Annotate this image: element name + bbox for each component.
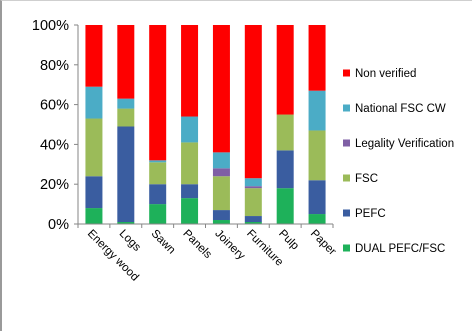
bar-paper-pefc bbox=[308, 180, 326, 215]
bar-logs-fsc bbox=[117, 108, 135, 127]
legend-label: Legality Verification bbox=[355, 138, 454, 150]
legend-swatch bbox=[343, 139, 350, 147]
y-tick-label: 100% bbox=[32, 18, 69, 34]
bar-joinery-non-verified bbox=[212, 25, 230, 153]
bar-joinery-dual-pefc-fsc bbox=[212, 220, 230, 224]
axes-layer bbox=[74, 24, 334, 228]
y-tick-label: 40% bbox=[40, 137, 69, 153]
bar-pulp-non-verified bbox=[276, 25, 294, 115]
bar-paper-non-verified bbox=[308, 25, 326, 91]
bar-logs-dual-pefc-fsc bbox=[117, 222, 135, 224]
bar-joinery-legality-verification bbox=[212, 168, 230, 177]
bar-joinery-national-fsc-cw bbox=[212, 152, 230, 169]
bar-furniture-pefc bbox=[244, 216, 262, 223]
y-tick-label: 0% bbox=[48, 217, 69, 233]
bar-energy-wood-dual-pefc-fsc bbox=[85, 208, 103, 224]
bar-paper-fsc bbox=[308, 130, 326, 181]
x-tick-label: Logs bbox=[117, 228, 143, 254]
bar-sawn-non-verified bbox=[149, 25, 167, 161]
bar-sawn-fsc bbox=[149, 162, 167, 185]
bar-sawn-dual-pefc-fsc bbox=[149, 204, 167, 224]
x-tick-label: Paper bbox=[308, 228, 338, 258]
bar-energy-wood-non-verified bbox=[85, 25, 103, 87]
bar-furniture-fsc bbox=[244, 188, 262, 217]
legend-label: National FSC CW bbox=[355, 103, 446, 115]
legend-label: FSC bbox=[355, 173, 378, 185]
legend: Non verified National FSC CW Legality Veri… bbox=[343, 68, 454, 255]
bar-paper-dual-pefc-fsc bbox=[308, 214, 326, 224]
x-tick-label: Panels bbox=[180, 228, 214, 262]
legend-swatch bbox=[343, 104, 350, 112]
y-tick-label: 20% bbox=[40, 177, 69, 193]
bar-logs-national-fsc-cw bbox=[117, 98, 135, 109]
legend-swatch bbox=[343, 209, 350, 217]
bar-paper-national-fsc-cw bbox=[308, 90, 326, 131]
bar-furniture-national-fsc-cw bbox=[244, 178, 262, 187]
bar-panels-pefc bbox=[181, 184, 199, 199]
bar-sawn-national-fsc-cw bbox=[149, 160, 167, 163]
bar-furniture-non-verified bbox=[244, 25, 262, 179]
bar-panels-national-fsc-cw bbox=[181, 116, 199, 143]
bar-panels-fsc bbox=[181, 142, 199, 185]
legend-swatch bbox=[343, 69, 350, 77]
legend-label: DUAL PEFC/FSC bbox=[355, 243, 445, 255]
bar-pulp-fsc bbox=[276, 114, 294, 151]
bar-panels-non-verified bbox=[181, 25, 199, 117]
bar-sawn-pefc bbox=[149, 184, 167, 205]
bars-layer bbox=[85, 25, 326, 224]
y-tick-label: 80% bbox=[40, 58, 69, 74]
y-tick-label: 60% bbox=[40, 98, 69, 114]
bar-logs-non-verified bbox=[117, 25, 135, 99]
bar-energy-wood-fsc bbox=[85, 118, 103, 177]
legend-swatch bbox=[343, 174, 350, 182]
bar-energy-wood-pefc bbox=[85, 176, 103, 209]
x-tick-label: Joinery bbox=[212, 228, 247, 263]
legend-label: Non verified bbox=[355, 68, 416, 80]
bar-panels-dual-pefc-fsc bbox=[181, 198, 199, 224]
bar-energy-wood-national-fsc-cw bbox=[85, 86, 103, 119]
bar-logs-pefc bbox=[117, 126, 135, 223]
bar-joinery-fsc bbox=[212, 176, 230, 211]
x-tick-label: Sawn bbox=[149, 228, 178, 257]
bar-furniture-legality-verification bbox=[244, 186, 262, 189]
bar-joinery-pefc bbox=[212, 210, 230, 221]
x-tick-label: Pulp bbox=[276, 228, 301, 253]
legend-swatch bbox=[343, 244, 350, 252]
bar-pulp-dual-pefc-fsc bbox=[276, 188, 294, 224]
bar-pulp-pefc bbox=[276, 150, 294, 189]
legend-label: PEFC bbox=[355, 208, 386, 220]
bar-furniture-dual-pefc-fsc bbox=[244, 222, 262, 224]
